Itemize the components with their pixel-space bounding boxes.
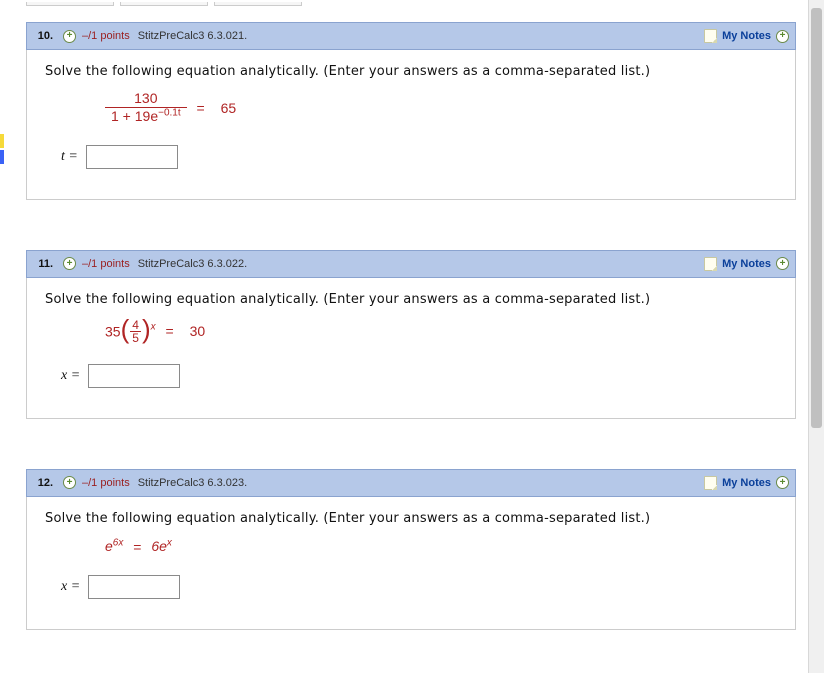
my-notes-link[interactable]: My Notes (722, 258, 771, 270)
question-block: 12. + –/1 points StitzPreCalc3 6.3.023. … (26, 469, 796, 630)
equation-rhs: 30 (184, 323, 212, 339)
equation-rhs: 65 (215, 100, 243, 116)
answer-row: t = (45, 145, 777, 169)
answer-row: x = (45, 575, 777, 599)
question-header-right: My Notes + (704, 29, 789, 43)
question-body: Solve the following equation analyticall… (26, 50, 796, 200)
answer-row: x = (45, 364, 777, 388)
points-label: –/1 points (82, 477, 130, 489)
question-source: StitzPreCalc3 6.3.023. (138, 477, 247, 489)
margin-marker (0, 134, 4, 148)
question-header: 12. + –/1 points StitzPreCalc3 6.3.023. … (26, 469, 796, 497)
lhs-base: e (105, 538, 113, 554)
margin-marker (0, 150, 4, 164)
add-note-icon[interactable]: + (776, 257, 789, 270)
denom-exponent: −0.1t (158, 108, 181, 119)
equation-exponent: x (151, 321, 156, 332)
inner-frac-num: 4 (130, 319, 141, 332)
my-notes-link[interactable]: My Notes (722, 477, 771, 489)
prev-question-tabs (26, 2, 804, 6)
equation-coef: 35 (105, 323, 121, 339)
equals-sign: = (191, 100, 211, 116)
question-block: 10. + –/1 points StitzPreCalc3 6.3.021. … (26, 22, 796, 200)
answer-input[interactable] (88, 575, 180, 599)
question-header-left: 12. + –/1 points StitzPreCalc3 6.3.023. (31, 476, 247, 489)
question-body: Solve the following equation analyticall… (26, 278, 796, 419)
inner-fraction: 45 (129, 319, 142, 344)
question-instruction: Solve the following equation analyticall… (45, 511, 777, 526)
tab-stub (120, 2, 208, 6)
note-icon (704, 29, 717, 43)
inner-frac-den: 5 (130, 332, 141, 344)
note-icon (704, 257, 717, 271)
expand-icon[interactable]: + (63, 257, 76, 270)
paren-open: ( (121, 314, 130, 344)
answer-variable: x = (61, 579, 80, 595)
answer-input[interactable] (88, 364, 180, 388)
question-source: StitzPreCalc3 6.3.022. (138, 258, 247, 270)
points-label: –/1 points (82, 30, 130, 42)
tab-stub (214, 2, 302, 6)
equation: e6x = 6ex (45, 538, 777, 555)
question-source: StitzPreCalc3 6.3.021. (138, 30, 247, 42)
question-number: 12. (31, 477, 57, 489)
question-header-left: 10. + –/1 points StitzPreCalc3 6.3.021. (31, 30, 247, 43)
add-note-icon[interactable]: + (776, 476, 789, 489)
paren-close: ) (142, 314, 151, 344)
denom-base: 1 + 19e (111, 108, 158, 124)
lhs-exp: 6x (113, 537, 124, 548)
question-number: 11. (31, 258, 57, 270)
tab-stub (26, 2, 114, 6)
question-instruction: Solve the following equation analyticall… (45, 292, 777, 307)
answer-variable: x = (61, 368, 80, 384)
equation: 130 1 + 19e−0.1t = 65 (45, 91, 777, 125)
content-area: 10. + –/1 points StitzPreCalc3 6.3.021. … (0, 2, 804, 630)
fraction-numerator: 130 (105, 91, 187, 108)
question-header: 11. + –/1 points StitzPreCalc3 6.3.022. … (26, 250, 796, 278)
add-note-icon[interactable]: + (776, 30, 789, 43)
equals-sign: = (160, 323, 180, 339)
answer-variable: t = (61, 149, 78, 165)
equation: 35(45)x = 30 (45, 319, 777, 344)
question-header-right: My Notes + (704, 476, 789, 490)
scrollbar-thumb[interactable] (811, 8, 822, 428)
rhs-coef: 6e (151, 538, 167, 554)
expand-icon[interactable]: + (63, 476, 76, 489)
question-number: 10. (31, 30, 57, 42)
page-root: 10. + –/1 points StitzPreCalc3 6.3.021. … (0, 0, 824, 673)
question-header: 10. + –/1 points StitzPreCalc3 6.3.021. … (26, 22, 796, 50)
question-block: 11. + –/1 points StitzPreCalc3 6.3.022. … (26, 250, 796, 419)
expand-icon[interactable]: + (63, 30, 76, 43)
fraction: 130 1 + 19e−0.1t (105, 91, 187, 125)
points-label: –/1 points (82, 258, 130, 270)
question-body: Solve the following equation analyticall… (26, 497, 796, 630)
question-header-left: 11. + –/1 points StitzPreCalc3 6.3.022. (31, 257, 247, 270)
question-header-right: My Notes + (704, 257, 789, 271)
my-notes-link[interactable]: My Notes (722, 30, 771, 42)
fraction-denominator: 1 + 19e−0.1t (105, 108, 187, 124)
answer-input[interactable] (86, 145, 178, 169)
question-instruction: Solve the following equation analyticall… (45, 64, 777, 79)
rhs-exp: x (167, 537, 172, 548)
equals-sign: = (127, 539, 147, 555)
vertical-scrollbar[interactable] (808, 0, 824, 673)
note-icon (704, 476, 717, 490)
